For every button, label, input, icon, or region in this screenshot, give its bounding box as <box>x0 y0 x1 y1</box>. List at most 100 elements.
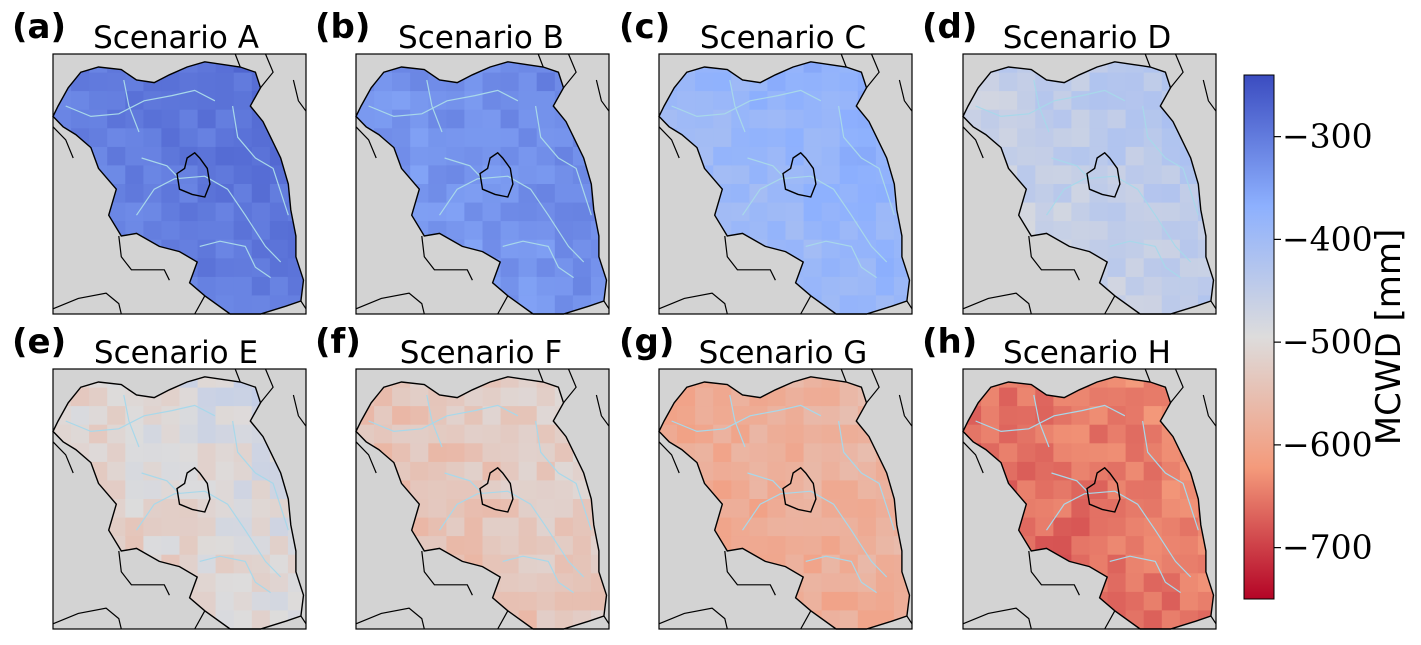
grid-cell <box>215 276 235 297</box>
grid-cell <box>767 221 787 241</box>
grid-cell <box>785 536 805 556</box>
grid-cell <box>1089 406 1109 426</box>
grid-cell <box>518 146 538 167</box>
grid-cell <box>1161 239 1181 259</box>
grid-cell <box>839 295 859 314</box>
grid-cell <box>1143 221 1163 241</box>
grid-cell <box>161 184 181 204</box>
grid-cell <box>446 165 466 185</box>
neighbor-border <box>260 368 274 404</box>
grid-cell <box>1017 72 1036 92</box>
grid-cell <box>821 202 841 222</box>
grid-cell <box>1071 480 1091 500</box>
grid-cell <box>500 517 520 537</box>
grid-cell <box>197 424 217 444</box>
grid-cell <box>1071 387 1091 407</box>
grid-cell <box>215 480 235 500</box>
grid-cell <box>500 221 520 241</box>
grid-cell <box>1125 72 1145 92</box>
grid-cell <box>1107 536 1127 556</box>
panel-title: Scenario A <box>93 20 259 56</box>
grid-cell <box>731 202 750 222</box>
grid-cell <box>839 221 859 241</box>
grid-cell <box>251 536 271 556</box>
grid-cell <box>821 461 841 482</box>
neighbor-border <box>292 79 307 112</box>
panel-6: (f) Scenario F <box>315 322 610 630</box>
grid-cell <box>197 276 217 297</box>
grid-cell <box>839 480 859 500</box>
grid-cell <box>554 258 574 278</box>
grid-cell <box>446 109 466 129</box>
grid-cell <box>1161 499 1181 519</box>
grid-cell <box>695 443 714 463</box>
grid-cell <box>125 480 144 500</box>
panel-3: (c) Scenario C <box>619 7 913 315</box>
grid-cell <box>713 443 732 463</box>
grid-cell <box>428 146 447 167</box>
river-line <box>1033 394 1050 448</box>
grid-cell <box>410 72 429 92</box>
grid-cell <box>107 91 126 111</box>
grid-cell <box>1035 128 1054 148</box>
neighbor-border <box>1144 53 1151 68</box>
grid-cell <box>197 258 217 278</box>
neighbor-border <box>658 126 680 159</box>
panel-title: Scenario H <box>1003 335 1171 371</box>
grid-cell <box>554 536 574 556</box>
grid-cell <box>554 221 574 241</box>
grid-cell <box>572 221 592 241</box>
grid-cell <box>482 517 502 537</box>
grid-cell <box>821 573 841 593</box>
grid-cell <box>1125 406 1145 426</box>
grid-cell <box>410 387 429 407</box>
grid-cell <box>713 461 732 482</box>
grid-cell <box>536 499 556 519</box>
grid-cell <box>500 128 520 148</box>
neighbor-border <box>800 295 812 315</box>
river-line <box>1046 175 1192 263</box>
river-line <box>838 105 895 216</box>
grid-cell <box>1107 72 1127 92</box>
grid-cell <box>179 536 199 556</box>
grid-cell <box>1161 276 1181 297</box>
grid-cell <box>857 517 877 537</box>
grid-cell <box>1125 61 1145 74</box>
grid-cell <box>233 424 253 444</box>
grid-cell <box>464 91 484 111</box>
grid-cell <box>500 387 520 407</box>
grid-cell <box>1089 128 1109 148</box>
panel-frame <box>52 368 307 630</box>
grid-cell <box>767 480 787 500</box>
grid-cell <box>821 165 841 185</box>
grid-cell <box>1017 480 1036 500</box>
grid-cell <box>428 499 447 519</box>
grid-cell <box>767 406 787 426</box>
grid-cell <box>1071 499 1091 519</box>
grid-cell <box>143 480 163 500</box>
grid-cell <box>251 221 271 241</box>
grid-cell <box>1107 109 1127 129</box>
grid-cell <box>1053 146 1073 167</box>
grid-cell <box>999 387 1018 407</box>
grid-cell <box>464 536 484 556</box>
grid-cell <box>1125 424 1145 444</box>
grid-cell <box>392 128 411 148</box>
grid-cell <box>1125 376 1145 389</box>
grid-cell <box>803 202 823 222</box>
grid-cell <box>1053 202 1073 222</box>
grid-cell <box>215 91 235 111</box>
grid-cell <box>518 202 538 222</box>
panel-title: Scenario C <box>700 20 866 56</box>
panel-label: (b) <box>315 7 370 47</box>
grid-cell <box>251 610 271 629</box>
grid-cell <box>464 387 484 407</box>
grid-cell <box>1107 424 1127 444</box>
grid-cell <box>518 165 538 185</box>
grid-cell <box>785 443 805 463</box>
grid-cell <box>536 91 556 111</box>
grid-cell <box>572 591 592 612</box>
river-line <box>123 394 140 448</box>
grid-cell <box>839 184 859 204</box>
grid-cell <box>143 517 163 537</box>
